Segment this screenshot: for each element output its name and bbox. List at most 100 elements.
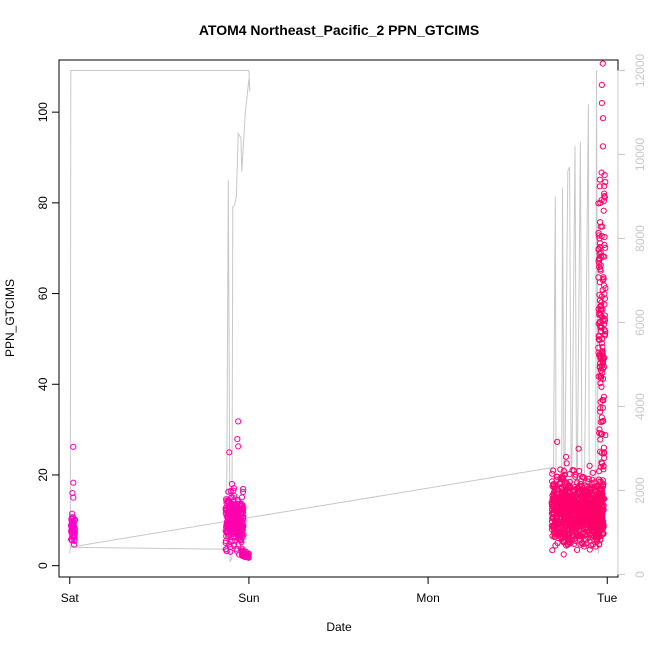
data-point bbox=[575, 445, 582, 452]
data-point bbox=[564, 494, 572, 501]
x-axis-label: Date bbox=[326, 620, 352, 634]
data-point bbox=[596, 176, 604, 183]
data-point bbox=[595, 333, 602, 340]
data-point bbox=[572, 499, 579, 506]
data-point bbox=[595, 229, 602, 237]
data-point bbox=[569, 467, 576, 474]
data-point bbox=[564, 530, 571, 537]
data-point bbox=[567, 484, 574, 492]
data-point bbox=[238, 502, 245, 509]
data-point bbox=[599, 60, 606, 67]
data-point bbox=[601, 172, 608, 179]
data-point bbox=[227, 487, 234, 495]
y2-tick-label: 4000 bbox=[633, 393, 647, 420]
data-point bbox=[238, 532, 245, 539]
data-point bbox=[579, 502, 586, 509]
data-point bbox=[599, 404, 607, 411]
data-point bbox=[584, 504, 591, 511]
data-point bbox=[601, 495, 608, 502]
data-point bbox=[552, 503, 559, 510]
data-point bbox=[586, 462, 593, 469]
data-point bbox=[585, 475, 592, 482]
data-point bbox=[575, 533, 582, 540]
ppn-points-series bbox=[67, 60, 609, 561]
data-point bbox=[554, 521, 561, 528]
data-point bbox=[595, 336, 602, 343]
data-point bbox=[590, 504, 598, 511]
data-point bbox=[576, 467, 583, 475]
data-point bbox=[566, 517, 573, 524]
data-point bbox=[548, 526, 556, 533]
data-point bbox=[597, 431, 605, 438]
data-point bbox=[566, 478, 574, 485]
y-tick-label: 80 bbox=[36, 196, 50, 210]
data-point bbox=[597, 405, 604, 412]
data-point bbox=[70, 479, 77, 486]
data-point bbox=[552, 505, 559, 512]
data-point bbox=[240, 515, 247, 522]
data-point bbox=[574, 546, 581, 554]
data-point bbox=[588, 542, 595, 549]
data-point bbox=[596, 309, 603, 317]
data-point bbox=[598, 233, 605, 240]
data-point bbox=[597, 436, 604, 443]
data-point bbox=[597, 322, 604, 329]
data-point bbox=[559, 491, 566, 498]
data-point bbox=[552, 514, 560, 521]
data-point bbox=[571, 483, 579, 490]
data-point bbox=[557, 479, 564, 486]
data-point bbox=[597, 478, 604, 485]
data-point bbox=[597, 463, 604, 470]
data-point bbox=[597, 318, 604, 325]
data-point bbox=[600, 463, 607, 470]
data-point bbox=[600, 417, 607, 424]
data-point bbox=[236, 501, 243, 508]
data-point bbox=[68, 514, 76, 521]
data-point bbox=[563, 460, 570, 467]
y2-tick-label: 8000 bbox=[633, 225, 647, 252]
data-point bbox=[572, 473, 579, 480]
data-point bbox=[582, 524, 589, 532]
data-point bbox=[602, 432, 609, 439]
data-point bbox=[225, 504, 232, 511]
y-tick-label: 100 bbox=[36, 102, 50, 122]
data-point bbox=[70, 533, 77, 540]
data-point bbox=[238, 550, 246, 557]
data-point bbox=[599, 351, 606, 358]
data-point bbox=[549, 470, 556, 477]
data-point bbox=[235, 418, 242, 425]
x-tick-label: Sun bbox=[238, 591, 259, 605]
data-point bbox=[591, 484, 598, 491]
data-point bbox=[601, 295, 609, 302]
data-point bbox=[557, 466, 564, 473]
data-point bbox=[229, 538, 236, 545]
data-point bbox=[586, 546, 593, 553]
data-point bbox=[599, 115, 607, 122]
data-point bbox=[589, 469, 596, 476]
data-point bbox=[601, 354, 608, 361]
data-point bbox=[237, 526, 244, 533]
data-point bbox=[228, 480, 235, 488]
data-point bbox=[599, 483, 607, 490]
data-point bbox=[594, 534, 602, 541]
y-tick-label: 60 bbox=[36, 287, 50, 301]
data-point bbox=[598, 383, 605, 390]
data-point bbox=[600, 274, 607, 281]
data-point bbox=[585, 516, 592, 523]
data-point bbox=[598, 414, 605, 421]
data-point bbox=[600, 207, 607, 214]
data-point bbox=[600, 197, 608, 204]
data-point bbox=[550, 467, 557, 474]
data-point bbox=[574, 507, 581, 514]
data-point bbox=[597, 373, 605, 380]
y-tick-label: 40 bbox=[36, 377, 50, 391]
data-point bbox=[598, 100, 606, 107]
data-point bbox=[601, 233, 608, 241]
data-point bbox=[601, 190, 608, 197]
data-point bbox=[588, 516, 595, 523]
data-point bbox=[577, 541, 584, 548]
data-point bbox=[230, 518, 237, 526]
data-point bbox=[561, 514, 568, 521]
data-point bbox=[559, 499, 566, 506]
chart-title: ATOM4 Northeast_Pacific_2 PPN_GTCIMS bbox=[199, 22, 479, 38]
